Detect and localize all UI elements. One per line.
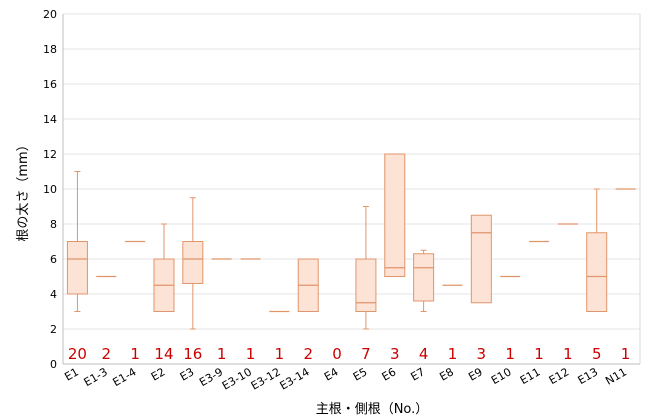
sample-count-label: 3	[477, 345, 487, 363]
x-tick-label: E1	[62, 365, 81, 383]
x-tick-label: E13	[576, 365, 601, 387]
x-tick-label: E6	[380, 365, 399, 383]
sample-count-label: 2	[303, 345, 313, 363]
box-layer	[66, 153, 636, 330]
sample-count-label: 2	[102, 345, 112, 363]
y-tick-label: 0	[50, 358, 57, 371]
y-axis-title: 根の太さ（mm）	[16, 138, 31, 241]
sample-count-label: 7	[361, 345, 371, 363]
box-e9	[470, 214, 492, 304]
box-e5	[355, 206, 377, 330]
y-tick-label: 18	[43, 43, 57, 56]
sample-count-label: 1	[563, 345, 573, 363]
sample-count-label: 4	[419, 345, 429, 363]
y-tick-label: 6	[50, 253, 57, 266]
sample-count-label: 1	[505, 345, 515, 363]
box-e3	[182, 197, 204, 330]
x-tick-label: E8	[437, 365, 456, 383]
x-tick-label: E1-3	[82, 365, 110, 389]
x-tick-label: E3-9	[197, 365, 225, 389]
box-iqr	[355, 258, 377, 312]
x-tick-label: N11	[603, 365, 629, 387]
y-tick-label: 8	[50, 218, 57, 231]
box-iqr	[413, 253, 435, 302]
box-e2	[153, 223, 175, 312]
sample-count-label: 0	[332, 345, 342, 363]
x-tick-label: E10	[489, 365, 514, 387]
count-layer: 20 2 1 14 16 1 1 1 2 0 7 3 4 1 3 1 1 1 5 1	[68, 345, 630, 363]
box-e1	[66, 171, 88, 312]
box-iqr	[586, 232, 608, 312]
y-tick-label: 4	[50, 288, 57, 301]
y-tick-label: 14	[43, 113, 57, 126]
x-axis-title: 主根・側根（No.）	[316, 402, 429, 417]
box-e3-14	[297, 258, 319, 312]
sample-count-label: 3	[390, 345, 400, 363]
x-tick-label: E1-4	[111, 365, 139, 389]
sample-count-label: 14	[154, 345, 173, 363]
y-tick-label: 2	[50, 323, 57, 336]
box-e6	[384, 153, 406, 277]
y-tick-label: 12	[43, 148, 57, 161]
y-tick-label: 10	[43, 183, 57, 196]
box-e13	[586, 188, 608, 312]
x-tick-label: E5	[351, 365, 370, 383]
x-tick-label: E3-14	[278, 365, 312, 392]
box-iqr	[470, 214, 492, 304]
x-tick-label: E4	[322, 365, 341, 383]
y-tick-label: 16	[43, 78, 57, 91]
sample-count-label: 1	[448, 345, 458, 363]
x-tick-label: E3-10	[220, 365, 254, 392]
sample-count-label: 1	[621, 345, 631, 363]
box-e7	[413, 249, 435, 312]
sample-count-label: 5	[592, 345, 602, 363]
x-tick-label: E12	[547, 365, 572, 387]
sample-count-label: 1	[534, 345, 544, 363]
box-iqr	[66, 241, 88, 295]
box-iqr	[384, 153, 406, 277]
sample-count-label: 1	[246, 345, 256, 363]
x-tick-label: E3-12	[249, 365, 283, 392]
x-tick-label: E7	[409, 365, 428, 383]
x-tick-label: E11	[518, 365, 543, 387]
sample-count-label: 20	[68, 345, 87, 363]
grid-layer	[63, 13, 640, 330]
sample-count-label: 1	[217, 345, 227, 363]
x-tick-label: E2	[149, 365, 168, 383]
y-tick-label: 20	[43, 8, 57, 21]
sample-count-label: 1	[275, 345, 285, 363]
sample-count-label: 16	[183, 345, 202, 363]
box-iqr	[182, 241, 204, 284]
x-tick-label: E9	[466, 365, 485, 383]
x-tick-label: E3	[178, 365, 197, 383]
sample-count-label: 1	[130, 345, 140, 363]
